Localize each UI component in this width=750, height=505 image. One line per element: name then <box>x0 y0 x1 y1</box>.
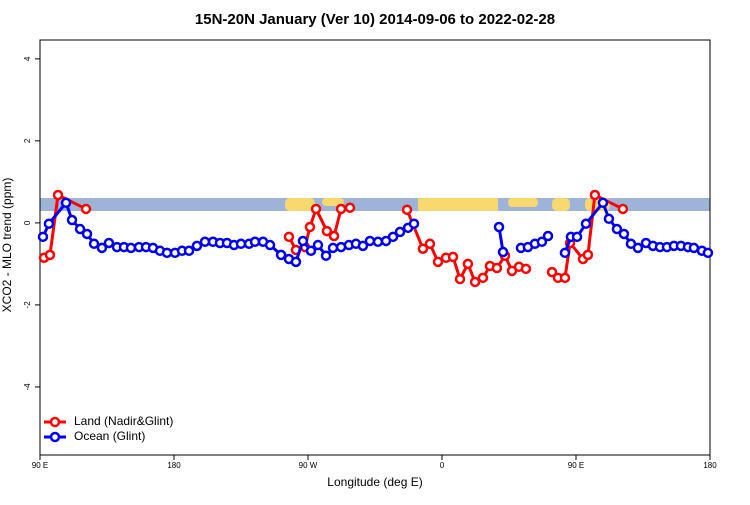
data-point <box>43 218 55 229</box>
x-axis-label: Longitude (deg E) <box>327 475 422 489</box>
data-point <box>520 263 532 275</box>
data-point <box>632 242 644 254</box>
plot-frame <box>39 39 711 456</box>
legend-label: Land (Nadir&Glint) <box>74 414 173 428</box>
data-point <box>44 249 56 261</box>
data-point <box>357 240 369 252</box>
data-point <box>432 256 444 268</box>
data-point <box>305 245 317 257</box>
data-point <box>290 256 302 268</box>
data-point <box>283 231 295 243</box>
data-point <box>702 247 714 259</box>
land-patch <box>508 198 538 207</box>
data-point <box>542 230 554 242</box>
data-point <box>125 242 137 254</box>
x-tick-label: 90 W <box>299 461 318 470</box>
data-point <box>493 221 505 233</box>
data-point <box>275 249 287 261</box>
x-tick-label: 90 E <box>568 461 584 470</box>
data-point <box>582 249 594 261</box>
data-point <box>60 197 72 209</box>
x-tick-label: 180 <box>167 461 181 470</box>
data-point <box>618 228 630 240</box>
data-point <box>546 266 558 278</box>
data-point <box>327 242 339 254</box>
chart-title: 15N-20N January (Ver 10) 2014-09-06 to 2… <box>195 11 555 28</box>
ocean-band <box>40 198 710 211</box>
data-point <box>328 230 340 242</box>
y-tick-label: 4 <box>23 56 32 61</box>
data-point <box>304 221 316 233</box>
land-patch <box>285 198 315 211</box>
data-point <box>394 226 406 238</box>
data-point <box>491 262 503 274</box>
y-tick-label: -4 <box>23 383 32 391</box>
data-point <box>580 218 592 229</box>
data-point <box>320 250 332 261</box>
data-point <box>344 202 356 213</box>
land-ocean-strip <box>40 198 710 211</box>
data-point <box>603 213 615 225</box>
data-point <box>96 242 108 254</box>
data-point <box>264 239 276 251</box>
data-point <box>417 243 429 254</box>
data-point <box>103 237 115 249</box>
legend-label: Ocean (Glint) <box>74 429 145 443</box>
data-point <box>571 231 583 243</box>
legend-swatch-marker <box>49 416 61 428</box>
data-point <box>372 236 384 248</box>
x-tick-label: 0 <box>440 461 445 470</box>
data-point <box>597 197 609 209</box>
y-tick-label: -2 <box>23 301 32 309</box>
data-point <box>387 231 399 243</box>
data-point <box>335 203 347 215</box>
data-point <box>424 238 436 250</box>
land-patch <box>418 198 498 211</box>
data-point <box>81 228 93 240</box>
data-point <box>617 203 629 215</box>
y-tick-label: 2 <box>23 138 32 143</box>
data-point <box>401 204 413 216</box>
data-point <box>52 189 64 201</box>
data-point <box>469 276 481 288</box>
data-point <box>559 272 571 284</box>
data-point <box>37 231 49 243</box>
data-point <box>589 189 601 201</box>
data-point <box>536 236 548 248</box>
data-point <box>183 245 195 257</box>
x-tick-label: 180 <box>703 461 717 470</box>
land-patch <box>552 198 570 211</box>
data-point <box>364 235 376 247</box>
data-point <box>321 225 333 237</box>
data-point <box>559 247 571 259</box>
data-point <box>297 235 309 247</box>
data-point <box>454 273 466 285</box>
data-point <box>447 251 459 263</box>
data-point <box>477 272 489 284</box>
data-point <box>88 238 100 250</box>
legend-swatch-marker <box>49 431 61 443</box>
y-tick-label: 0 <box>23 220 32 225</box>
data-point <box>462 258 474 270</box>
series-line <box>405 209 527 285</box>
data-point <box>408 218 420 229</box>
data-point <box>611 223 623 235</box>
data-point <box>80 203 92 215</box>
data-point <box>66 214 78 226</box>
data-point <box>310 203 322 215</box>
data-point <box>497 246 509 258</box>
land-patch <box>322 198 344 206</box>
y-axis-label: XCO2 - MLO trend (ppm) <box>0 178 14 313</box>
data-point <box>74 223 86 235</box>
x-tick-label: 90 E <box>32 461 48 470</box>
data-point <box>312 239 324 251</box>
data-point <box>191 240 203 252</box>
legend: Land (Nadir&Glint)Ocean (Glint) <box>44 414 173 443</box>
